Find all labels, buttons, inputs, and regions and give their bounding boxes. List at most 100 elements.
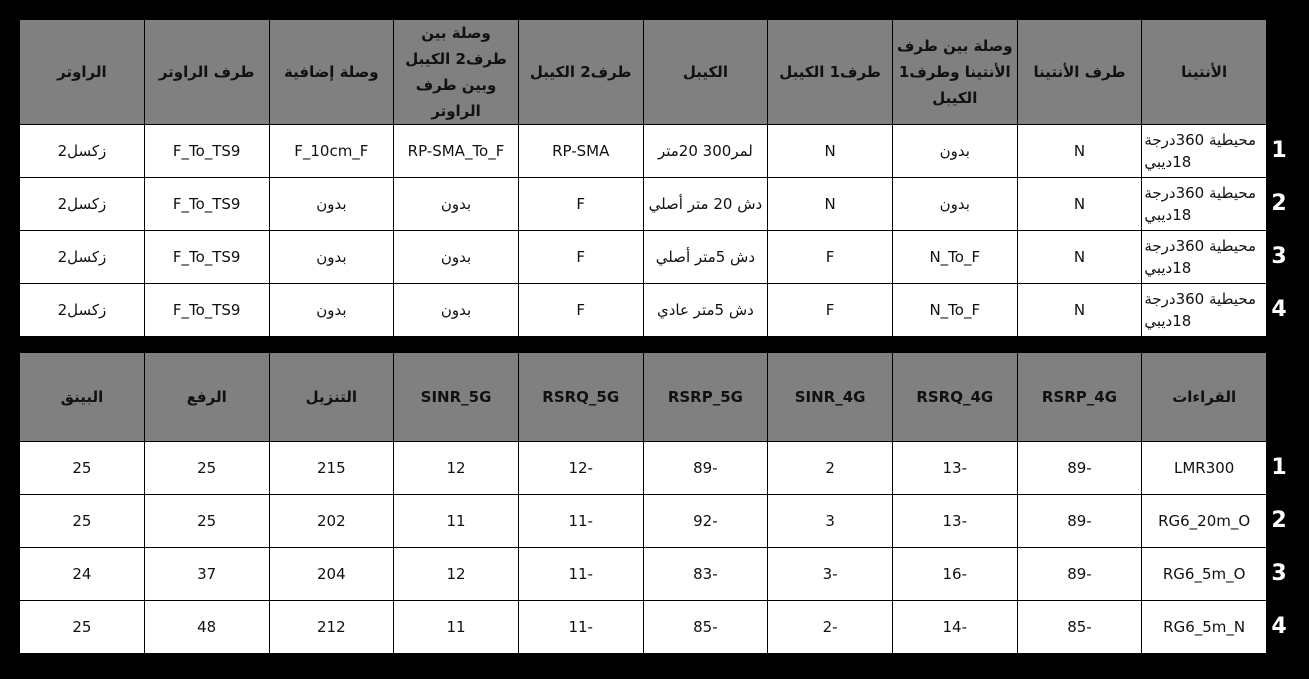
table-cell: F (767, 283, 893, 337)
table-cell: -12 (517, 441, 644, 495)
table-cell: F_To_TS9 (143, 124, 270, 178)
table-cell: 25 (19, 600, 145, 654)
table-cell: -92 (642, 494, 769, 548)
table-cell: N (1016, 283, 1143, 337)
table-cell: N_To_F (891, 230, 1018, 284)
table-cell: -85 (1016, 600, 1143, 654)
row-number: 1 (1266, 441, 1291, 495)
row-number-header (1266, 352, 1291, 442)
table-row: 3 RG6_5m_O -89 -16 -3 -83 -11 12 204 37 24 (19, 547, 1291, 601)
column-header: الرفع (143, 352, 270, 442)
column-header: طرف الأنتينا (1016, 19, 1143, 125)
table-cell: -89 (642, 441, 769, 495)
table-cell: 48 (143, 600, 270, 654)
table-cell: 202 (268, 494, 395, 548)
table-cell: -89 (1016, 441, 1143, 495)
table-cell: -11 (517, 494, 644, 548)
table-row: 3 محيطية 360درجة 18ديبي N N_To_F F دش 5متر أص… (19, 230, 1291, 284)
table-cell: RG6_20m_O (1141, 494, 1267, 548)
column-header: SINR_4G (767, 352, 893, 442)
table-cell: 215 (268, 441, 395, 495)
column-header: RSRQ_5G (517, 352, 644, 442)
table-cell: N (1016, 230, 1143, 284)
table-cell: زكسل2 (19, 177, 145, 231)
row-number: 3 (1266, 547, 1291, 601)
column-header: RSRQ_4G (891, 352, 1018, 442)
column-header: التنزيل (268, 352, 395, 442)
column-header: الكيبل (642, 19, 769, 125)
table-cell: 11 (393, 600, 519, 654)
table-cell: -83 (642, 547, 769, 601)
table-cell: بدون (393, 230, 519, 284)
header-row: القراءات RSRP_4G RSRQ_4G SINR_4G RSRP_5G RSRQ… (19, 352, 1291, 442)
table-cell: 24 (19, 547, 145, 601)
table-cell: N (1016, 177, 1143, 231)
table-cell: F (517, 283, 644, 337)
table-cell: 3 (767, 494, 893, 548)
table-cell: -85 (642, 600, 769, 654)
table-cell: بدون (268, 283, 395, 337)
table-row: 1 LMR300 -89 -13 2 -89 -12 12 215 25 25 (19, 441, 1291, 495)
table-cell: -13 (891, 441, 1018, 495)
column-header: طرف الراوتر (143, 19, 270, 125)
table-cell: -3 (767, 547, 893, 601)
table-cell: لمر300 20متر (642, 124, 769, 178)
table-cell: N (1016, 124, 1143, 178)
table-cell: F (517, 177, 644, 231)
column-header: وصلة بين طرف2 الكيبل وبين طرف الراوتر (393, 19, 519, 125)
table-cell: N (767, 177, 893, 231)
table-row: 1 محيطية 360درجة 18ديبي N بدون N لمر300 20متر… (19, 124, 1291, 178)
table-cell: N_To_F (891, 283, 1018, 337)
table-cell: بدون (393, 283, 519, 337)
column-header: طرف1 الكيبل (767, 19, 893, 125)
table-cell: بدون (891, 177, 1018, 231)
table-cell: F_To_TS9 (143, 230, 270, 284)
table-cell: 12 (393, 547, 519, 601)
row-number: 4 (1266, 600, 1291, 654)
table-cell: 2 (767, 441, 893, 495)
table-row: 2 محيطية 360درجة 18ديبي N بدون N دش 20 متر أص… (19, 177, 1291, 231)
table-cell: RP-SMA_To_F (393, 124, 519, 178)
table-cell: 204 (268, 547, 395, 601)
table-cell: -14 (891, 600, 1018, 654)
table-cell: 12 (393, 441, 519, 495)
column-header: الراوتر (19, 19, 145, 125)
table-cell: -11 (517, 600, 644, 654)
row-number: 2 (1266, 177, 1291, 231)
table-cell: RG6_5m_N (1141, 600, 1267, 654)
table-cell: زكسل2 (19, 283, 145, 337)
table-row: 4 محيطية 360درجة 18ديبي N N_To_F F دش 5متر عا… (19, 283, 1291, 337)
table-cell: بدون (268, 177, 395, 231)
table-cell: دش 5متر أصلي (642, 230, 769, 284)
table-cell: زكسل2 (19, 124, 145, 178)
table-cell: 25 (19, 494, 145, 548)
column-header: الأنتينا (1141, 19, 1267, 125)
table-cell: F_To_TS9 (143, 283, 270, 337)
table-cell: بدون (393, 177, 519, 231)
table-cell: دش 20 متر أصلي (642, 177, 769, 231)
table-row: 2 RG6_20m_O -89 -13 3 -92 -11 11 202 25 25 (19, 494, 1291, 548)
table-cell: F_To_TS9 (143, 177, 270, 231)
table-cell: N (767, 124, 893, 178)
table-cell: زكسل2 (19, 230, 145, 284)
column-header: القراءات (1141, 352, 1267, 442)
table-cell: 25 (143, 441, 270, 495)
row-number: 2 (1266, 494, 1291, 548)
column-header: RSRP_4G (1016, 352, 1143, 442)
table-cell: -16 (891, 547, 1018, 601)
table-row: 4 RG6_5m_N -85 -14 -2 -85 -11 11 212 48 25 (19, 600, 1291, 654)
table-cell: RP-SMA (517, 124, 644, 178)
column-header: RSRP_5G (642, 352, 769, 442)
table-cell: بدون (891, 124, 1018, 178)
row-number-header (1266, 19, 1291, 125)
table-cell: -11 (517, 547, 644, 601)
column-header: البينق (19, 352, 145, 442)
table-cell: F_10cm_F (268, 124, 395, 178)
table-cell: -13 (891, 494, 1018, 548)
readings-table: القراءات RSRP_4G RSRQ_4G SINR_4G RSRP_5G RSRQ… (19, 352, 1291, 654)
table-cell: 212 (268, 600, 395, 654)
table-cell: -89 (1016, 494, 1143, 548)
row-number: 4 (1266, 283, 1291, 337)
column-header: وصلة بين طرف الأنتينا وطرف1 الكيبل (891, 19, 1018, 125)
table-cell: F (767, 230, 893, 284)
